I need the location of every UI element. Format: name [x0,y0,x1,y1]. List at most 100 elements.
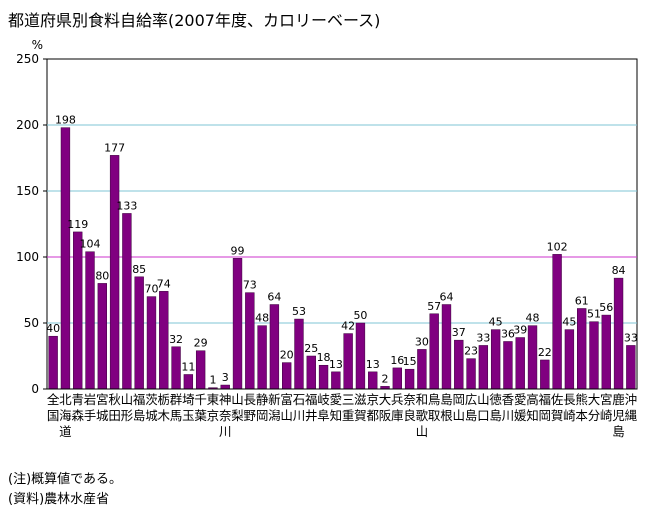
data-label: 15 [403,355,417,368]
data-label: 33 [624,331,638,344]
bar [527,325,538,390]
x-tick-label: 山 [121,392,134,407]
x-tick-label: 山 [416,424,429,439]
bar [73,231,83,390]
data-label: 74 [157,277,171,290]
x-tick-label: 歌 [416,408,429,423]
bar [429,313,439,390]
x-tick-label: 島 [489,408,502,423]
data-label: 48 [526,312,540,325]
data-label: 73 [243,279,257,292]
data-label: 30 [415,335,429,348]
x-tick-label: 山 [231,392,244,407]
x-tick-label: 青 [71,392,84,407]
bar [220,384,230,390]
x-tick-label: 良 [403,408,416,423]
bar [515,337,525,390]
bar [601,314,611,390]
data-label: 16 [390,354,404,367]
data-label: 61 [575,294,589,307]
x-tick-label: 葉 [194,408,207,423]
bar [613,277,624,390]
y-axis-label: % [32,38,43,52]
x-tick-label: 山 [280,408,293,423]
x-tick-label: 梨 [231,408,244,423]
data-label: 45 [489,316,503,329]
data-label: 2 [382,372,389,385]
x-tick-label: 佐 [551,392,564,407]
bar [503,341,513,390]
x-tick-label: 石 [293,392,306,407]
y-tick-label: 0 [31,382,39,396]
bar [417,349,427,390]
x-tick-label: 島 [133,408,146,423]
x-tick-label: 井 [305,408,318,423]
x-tick-label: 北 [59,392,72,407]
data-label: 29 [194,337,208,350]
bar [245,292,255,390]
x-tick-label: 玉 [182,408,195,423]
x-tick-label: 海 [59,408,72,423]
data-label: 51 [587,308,601,321]
bar [577,308,587,390]
x-tick-label: 庫 [391,408,404,423]
y-tick-label: 200 [16,118,39,132]
bar [159,291,169,390]
bar [355,322,366,390]
data-label: 64 [267,291,281,304]
x-tick-label: 道 [59,424,72,439]
x-tick-label: 滋 [354,392,367,407]
data-label: 57 [427,300,441,313]
x-tick-label: 国 [47,408,60,423]
data-label: 39 [513,324,527,337]
x-tick-label: 徳 [489,392,502,407]
bar [60,127,71,390]
bar [257,325,267,390]
data-label: 104 [80,238,101,251]
data-label: 48 [255,312,269,325]
data-label: 23 [464,345,478,358]
data-label: 56 [599,301,613,314]
x-tick-label: 新 [268,392,281,407]
x-tick-label: 島 [465,408,478,423]
data-label: 18 [317,351,331,364]
bar [441,304,452,390]
x-tick-label: 城 [145,408,158,423]
bar [195,350,206,390]
x-tick-label: 形 [121,408,134,423]
data-label: 85 [132,263,146,276]
bar [85,251,95,390]
data-label: 33 [476,331,490,344]
bar [540,359,550,390]
x-tick-label: 広 [465,392,478,407]
x-tick-label: 木 [158,408,171,423]
bar [626,345,636,390]
x-tick-label: 山 [453,408,466,423]
data-label: 32 [169,333,183,346]
data-label: 177 [104,141,125,154]
x-tick-label: 東 [207,392,220,407]
x-tick-label: 和 [416,392,429,407]
bar [306,355,316,390]
bar [331,371,341,390]
x-tick-label: 媛 [514,408,527,423]
bar [232,258,243,390]
x-tick-label: 岡 [453,392,466,407]
x-tick-label: 大 [379,392,392,407]
data-label: 40 [46,322,60,335]
x-tick-label: 崎 [600,408,613,423]
x-tick-label: 手 [84,408,97,423]
x-tick-label: 兵 [391,392,404,407]
x-tick-label: 福 [305,392,318,407]
x-tick-label: 愛 [514,392,527,407]
bar [490,329,501,390]
data-label: 53 [292,305,306,318]
x-tick-label: 賀 [354,408,367,423]
bar [552,254,562,390]
x-tick-label: 静 [256,392,269,407]
data-label: 36 [501,327,515,340]
x-tick-label: 阪 [379,408,392,423]
y-tick-label: 100 [16,250,39,264]
x-tick-label: 山 [477,392,490,407]
